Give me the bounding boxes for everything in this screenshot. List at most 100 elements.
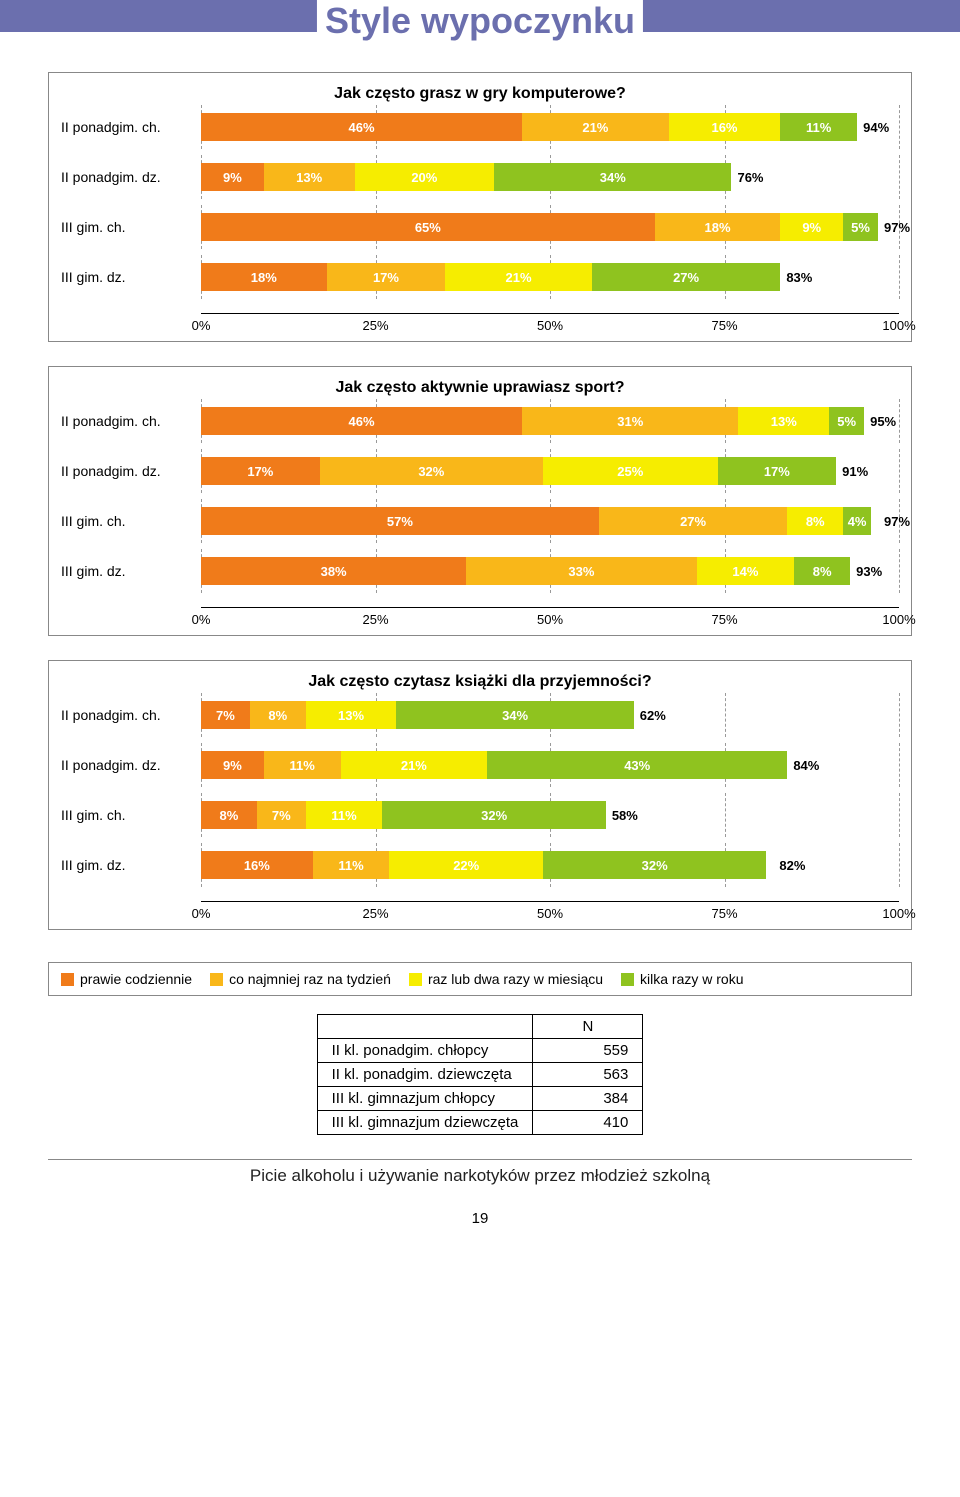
legend-swatch bbox=[210, 973, 223, 986]
bar-category-label: II ponadgim. dz. bbox=[61, 757, 201, 773]
bar-total: 93% bbox=[850, 557, 882, 585]
bar-total: 91% bbox=[836, 457, 868, 485]
table-cell: 559 bbox=[533, 1039, 643, 1063]
bar-segment: 13% bbox=[306, 701, 397, 729]
table-row: III kl. gimnazjum dziewczęta410 bbox=[317, 1111, 643, 1135]
bar-total: 95% bbox=[864, 407, 896, 435]
bar-row: III gim. dz.18%17%21%27%83% bbox=[61, 263, 899, 291]
bar-total: 97% bbox=[878, 213, 910, 241]
bar-segment: 46% bbox=[201, 113, 522, 141]
x-tick-label: 25% bbox=[362, 612, 388, 627]
table-cell: II kl. ponadgim. chłopcy bbox=[317, 1039, 533, 1063]
bar-segment: 38% bbox=[201, 557, 466, 585]
bar-segment: 34% bbox=[494, 163, 731, 191]
chart: Jak często czytasz książki dla przyjemno… bbox=[48, 660, 912, 930]
legend-item: prawie codziennie bbox=[61, 971, 192, 987]
bar-segment: 31% bbox=[522, 407, 738, 435]
legend-swatch bbox=[409, 973, 422, 986]
x-axis: 0%25%50%75%100% bbox=[201, 313, 899, 337]
bar-area: 8%7%11%32%58% bbox=[201, 801, 899, 829]
table-header-cell: N bbox=[533, 1015, 643, 1039]
bar-segment: 17% bbox=[327, 263, 446, 291]
table-cell: 563 bbox=[533, 1063, 643, 1087]
table-cell: 410 bbox=[533, 1111, 643, 1135]
bar-segment: 5% bbox=[829, 407, 864, 435]
x-tick-label: 100% bbox=[882, 318, 915, 333]
x-axis: 0%25%50%75%100% bbox=[201, 901, 899, 925]
bar-row: III gim. dz.38%33%14%8%93% bbox=[61, 557, 899, 585]
legend-item: raz lub dwa razy w miesiącu bbox=[409, 971, 603, 987]
bar-segment: 34% bbox=[396, 701, 633, 729]
bar-row: II ponadgim. ch.7%8%13%34%62% bbox=[61, 701, 899, 729]
bar-segment: 18% bbox=[655, 213, 781, 241]
bar-total: 84% bbox=[787, 751, 819, 779]
title-bar: Style wypoczynku bbox=[0, 0, 960, 48]
chart: Jak często grasz w gry komputerowe? II po… bbox=[48, 72, 912, 342]
bar-row: II ponadgim. ch.46%21%16%11%94% bbox=[61, 113, 899, 141]
x-tick-label: 50% bbox=[537, 318, 563, 333]
bar-total: 62% bbox=[634, 701, 666, 729]
bar-category-label: III gim. ch. bbox=[61, 807, 201, 823]
bar-segment: 4% bbox=[843, 507, 871, 535]
bar-area: 46%21%16%11%94% bbox=[201, 113, 899, 141]
bar-total: 82% bbox=[773, 851, 805, 879]
bar-area: 7%8%13%34%62% bbox=[201, 701, 899, 729]
bar-category-label: III gim. dz. bbox=[61, 563, 201, 579]
bar-total: 94% bbox=[857, 113, 889, 141]
bar-segment: 9% bbox=[201, 751, 264, 779]
bar-segment: 21% bbox=[341, 751, 488, 779]
bar-segment: 8% bbox=[201, 801, 257, 829]
chart-title: Jak często grasz w gry komputerowe? bbox=[61, 85, 899, 103]
bar-segment: 9% bbox=[780, 213, 843, 241]
table-cell: III kl. gimnazjum chłopcy bbox=[317, 1087, 533, 1111]
bar-area: 46%31%13%5%95% bbox=[201, 407, 899, 435]
bar-segment: 17% bbox=[201, 457, 320, 485]
bar-segment: 8% bbox=[787, 507, 843, 535]
table-row: II kl. ponadgim. chłopcy559 bbox=[317, 1039, 643, 1063]
bar-row: II ponadgim. dz.9%11%21%43%84% bbox=[61, 751, 899, 779]
legend-item: co najmniej raz na tydzień bbox=[210, 971, 391, 987]
bar-segment: 32% bbox=[382, 801, 605, 829]
bar-segment: 25% bbox=[543, 457, 718, 485]
legend-label: kilka razy w roku bbox=[640, 971, 743, 987]
bar-area: 38%33%14%8%93% bbox=[201, 557, 899, 585]
bar-segment: 46% bbox=[201, 407, 522, 435]
bar-segment: 32% bbox=[543, 851, 766, 879]
bar-segment: 43% bbox=[487, 751, 787, 779]
bar-row: III gim. dz.16%11%22%32%82% bbox=[61, 851, 899, 879]
bar-area: 16%11%22%32%82% bbox=[201, 851, 899, 879]
table-header-cell bbox=[317, 1015, 533, 1039]
bar-category-label: II ponadgim. ch. bbox=[61, 707, 201, 723]
x-tick-label: 50% bbox=[537, 612, 563, 627]
x-tick-label: 100% bbox=[882, 906, 915, 921]
bar-segment: 8% bbox=[794, 557, 850, 585]
bar-area: 57%27%8%4%97% bbox=[201, 507, 899, 535]
bar-category-label: III gim. ch. bbox=[61, 513, 201, 529]
bar-category-label: III gim. dz. bbox=[61, 857, 201, 873]
bar-segment: 11% bbox=[264, 751, 341, 779]
bar-segment: 13% bbox=[264, 163, 355, 191]
bar-row: II ponadgim. dz.9%13%20%34%76% bbox=[61, 163, 899, 191]
bar-category-label: II ponadgim. dz. bbox=[61, 169, 201, 185]
bar-category-label: II ponadgim. dz. bbox=[61, 463, 201, 479]
legend-label: raz lub dwa razy w miesiącu bbox=[428, 971, 603, 987]
x-tick-label: 75% bbox=[711, 906, 737, 921]
bar-segment: 7% bbox=[257, 801, 306, 829]
bar-area: 9%13%20%34%76% bbox=[201, 163, 899, 191]
bar-total: 83% bbox=[780, 263, 812, 291]
chart-title: Jak często czytasz książki dla przyjemno… bbox=[61, 673, 899, 691]
bar-segment: 16% bbox=[669, 113, 781, 141]
bar-segment: 33% bbox=[466, 557, 696, 585]
x-tick-label: 25% bbox=[362, 318, 388, 333]
bar-area: 65%18%9%5%97% bbox=[201, 213, 899, 241]
bar-segment: 32% bbox=[320, 457, 543, 485]
n-table: NII kl. ponadgim. chłopcy559II kl. ponad… bbox=[317, 1014, 644, 1135]
bar-segment: 27% bbox=[592, 263, 780, 291]
bar-segment: 7% bbox=[201, 701, 250, 729]
legend-swatch bbox=[61, 973, 74, 986]
bar-segment: 11% bbox=[313, 851, 390, 879]
legend-swatch bbox=[621, 973, 634, 986]
bar-segment: 5% bbox=[843, 213, 878, 241]
bar-category-label: II ponadgim. ch. bbox=[61, 119, 201, 135]
footer-text: Picie alkoholu i używanie narkotyków prz… bbox=[48, 1159, 912, 1186]
